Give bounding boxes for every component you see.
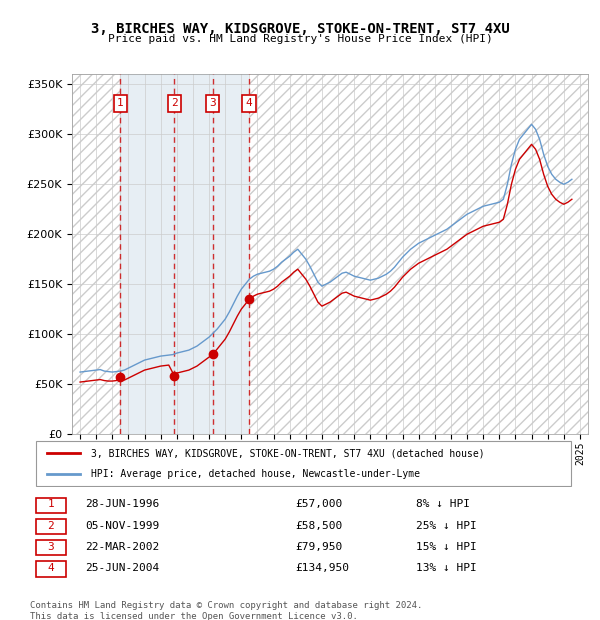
Text: Price paid vs. HM Land Registry's House Price Index (HPI): Price paid vs. HM Land Registry's House … (107, 34, 493, 44)
FancyBboxPatch shape (35, 441, 571, 486)
FancyBboxPatch shape (35, 519, 66, 534)
Text: 1: 1 (117, 98, 124, 108)
Bar (174, 74, 212, 434)
Text: £57,000: £57,000 (295, 500, 342, 510)
Text: 05-NOV-1999: 05-NOV-1999 (85, 521, 160, 531)
Text: 2: 2 (47, 521, 55, 531)
Text: 13% ↓ HPI: 13% ↓ HPI (416, 563, 477, 573)
Bar (72, 74, 120, 434)
FancyBboxPatch shape (35, 498, 66, 513)
FancyBboxPatch shape (35, 540, 66, 556)
Text: HPI: Average price, detached house, Newcastle-under-Lyme: HPI: Average price, detached house, Newc… (91, 469, 420, 479)
Text: £134,950: £134,950 (295, 563, 349, 573)
Text: 3, BIRCHES WAY, KIDSGROVE, STOKE-ON-TRENT, ST7 4XU: 3, BIRCHES WAY, KIDSGROVE, STOKE-ON-TREN… (91, 22, 509, 36)
Bar (249, 74, 588, 434)
Text: 3: 3 (209, 98, 216, 108)
Text: 1: 1 (47, 500, 55, 510)
Text: 28-JUN-1996: 28-JUN-1996 (85, 500, 160, 510)
Bar (249, 74, 588, 434)
FancyBboxPatch shape (35, 561, 66, 577)
Text: 25-JUN-2004: 25-JUN-2004 (85, 563, 160, 573)
Text: 2: 2 (171, 98, 178, 108)
Text: 8% ↓ HPI: 8% ↓ HPI (416, 500, 470, 510)
Text: 15% ↓ HPI: 15% ↓ HPI (416, 542, 477, 552)
Bar (72, 74, 120, 434)
Text: 4: 4 (47, 563, 55, 573)
Text: 25% ↓ HPI: 25% ↓ HPI (416, 521, 477, 531)
Text: £79,950: £79,950 (295, 542, 342, 552)
Text: 3: 3 (47, 542, 55, 552)
Text: Contains HM Land Registry data © Crown copyright and database right 2024.
This d: Contains HM Land Registry data © Crown c… (30, 601, 422, 620)
Text: 4: 4 (245, 98, 253, 108)
Bar (212, 74, 249, 434)
Text: £58,500: £58,500 (295, 521, 342, 531)
Bar (120, 74, 174, 434)
Text: 22-MAR-2002: 22-MAR-2002 (85, 542, 160, 552)
Text: 3, BIRCHES WAY, KIDSGROVE, STOKE-ON-TRENT, ST7 4XU (detached house): 3, BIRCHES WAY, KIDSGROVE, STOKE-ON-TREN… (91, 448, 484, 458)
